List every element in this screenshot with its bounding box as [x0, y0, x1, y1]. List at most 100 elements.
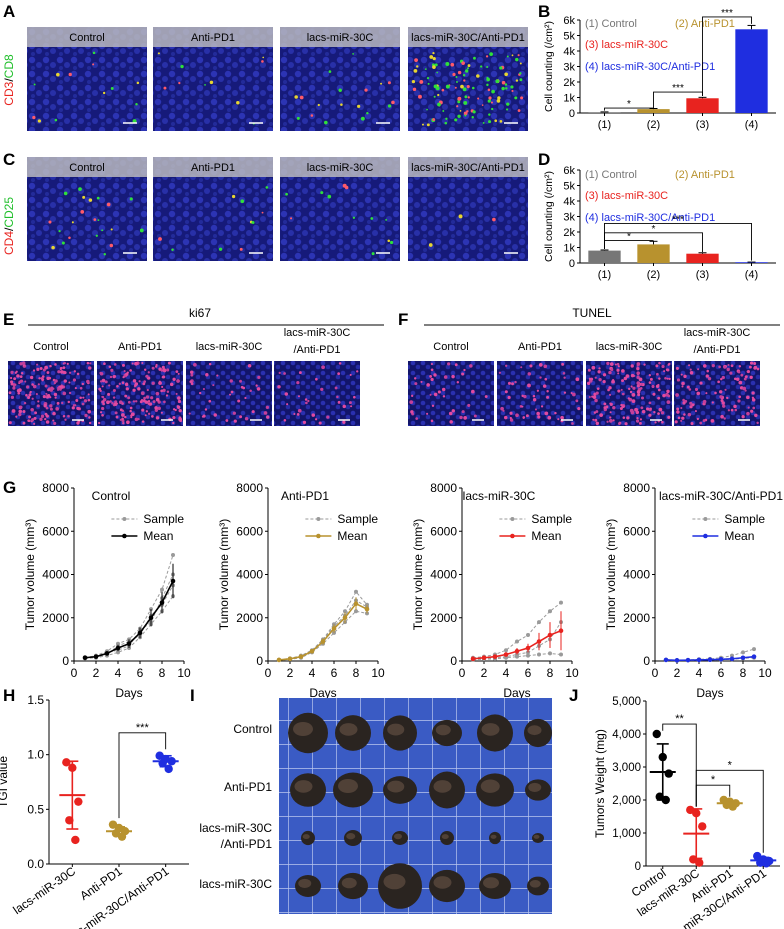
positive-cell: [109, 400, 112, 403]
legend-marker-mean: [122, 533, 127, 539]
stained-cell: [486, 76, 489, 80]
legend-entry: Sample: [143, 512, 184, 526]
positive-cell: [26, 385, 30, 389]
mean-point: [320, 639, 326, 644]
positive-cell: [544, 377, 548, 381]
positive-cell: [336, 395, 339, 399]
stained-cell: [462, 87, 467, 92]
positive-cell: [121, 381, 125, 384]
stained-cell: [477, 97, 480, 100]
positive-cell: [125, 387, 129, 391]
stain-image-3: lacs-miR-30C: [586, 341, 672, 426]
positive-cell: [447, 362, 451, 366]
positive-cell: [143, 396, 146, 400]
y-tick-label: 1.0: [27, 748, 44, 762]
stained-cell: [370, 217, 374, 220]
positive-cell: [89, 362, 92, 365]
stained-cell: [48, 220, 52, 224]
mean-point: [342, 615, 348, 621]
positive-cell: [52, 411, 56, 416]
positive-cell: [609, 411, 612, 414]
stained-cell: [357, 104, 361, 108]
positive-cell: [606, 361, 610, 366]
positive-cell: [111, 402, 114, 405]
panel-f-micrographs: Control Anti-PD1 lacs-miR-30Clacs-miR-30C/…: [408, 327, 760, 426]
positive-cell: [575, 399, 579, 403]
positive-cell: [595, 410, 599, 413]
positive-cell: [118, 382, 121, 385]
panel-f-title: TUNEL: [572, 306, 612, 320]
positive-cell: [167, 361, 171, 365]
stained-cell: [517, 54, 520, 57]
positive-cell: [620, 388, 623, 391]
positive-cell: [451, 374, 455, 379]
legend-marker-mean: [703, 533, 708, 539]
sample-line: [84, 554, 174, 659]
stained-cell: [480, 65, 483, 68]
chart-title: Anti-PD1: [281, 489, 329, 503]
positive-cell: [611, 378, 615, 382]
stained-cell: [129, 197, 133, 201]
stained-cell: [157, 52, 160, 55]
positive-cell: [151, 366, 155, 370]
stained-cell: [467, 96, 470, 99]
positive-cell: [36, 404, 40, 408]
positive-cell: [648, 401, 652, 405]
positive-cell: [737, 370, 741, 374]
positive-cell: [651, 384, 655, 388]
positive-cell: [297, 395, 301, 398]
positive-cell: [592, 418, 595, 421]
stained-cell: [511, 89, 514, 93]
mean-point: [514, 648, 520, 654]
positive-cell: [115, 402, 119, 405]
sample-line: [278, 590, 368, 661]
positive-cell: [720, 377, 723, 381]
positive-cell: [22, 410, 26, 414]
positive-cell: [603, 402, 607, 406]
positive-cell: [28, 415, 31, 419]
tumor-specimen: [338, 872, 368, 900]
line-chart-2: 0 2000 4000 6000 8000 0 2 4 6 8 10 Days Tumor volume…: [217, 481, 385, 700]
micrograph-label-bar: [153, 27, 273, 47]
bar: [588, 112, 621, 113]
stained-cell: [95, 234, 98, 237]
micrograph-4: lacs-miR-30C/Anti-PD1: [408, 27, 528, 131]
stained-cell: [481, 104, 484, 106]
stained-cell: [482, 121, 485, 124]
y-tick-label: 8000: [430, 481, 457, 495]
x-tick-label: (2): [647, 269, 660, 281]
positive-cell: [570, 391, 573, 395]
positive-cell: [717, 380, 720, 384]
positive-cell: [60, 385, 64, 389]
positive-cell: [114, 411, 118, 415]
positive-cell: [748, 365, 752, 369]
positive-cell: [18, 412, 22, 417]
stained-cell: [416, 65, 419, 68]
positive-cell: [283, 419, 287, 422]
tumor-highlight: [433, 780, 452, 793]
mean-point: [536, 639, 542, 644]
positive-cell: [623, 376, 628, 381]
positive-cell: [554, 411, 557, 415]
stained-cell: [352, 53, 354, 55]
tumor-specimen: [525, 779, 551, 801]
panel-letter-b: B: [538, 2, 550, 21]
stained-cell: [519, 78, 523, 82]
y-tick-label: 0.0: [27, 857, 44, 871]
positive-cell: [155, 397, 160, 402]
positive-cell: [110, 368, 114, 372]
y-tick-label: 0: [635, 861, 641, 873]
stain-image-1: Control: [408, 341, 494, 426]
bar: [686, 253, 719, 263]
stain-image-2: Anti-PD1: [97, 341, 183, 426]
positive-cell: [749, 375, 753, 379]
mean-point: [718, 656, 724, 662]
positive-cell: [594, 418, 598, 422]
positive-cell: [138, 380, 141, 383]
positive-cell: [140, 391, 145, 396]
positive-cell: [676, 407, 680, 411]
positive-cell: [249, 389, 252, 392]
x-tick-label: lacs-miR-30C: [10, 864, 78, 917]
significance-bracket: [662, 723, 697, 807]
significance-mark: ***: [672, 214, 684, 225]
